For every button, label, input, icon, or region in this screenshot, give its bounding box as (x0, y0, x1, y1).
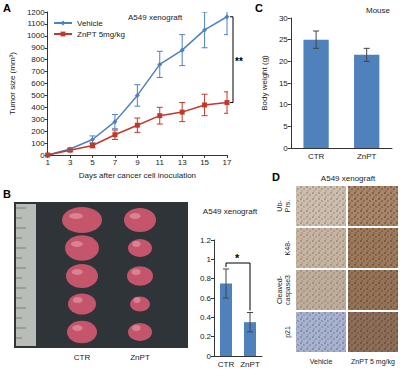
svg-text:400: 400 (31, 103, 45, 112)
svg-text:20: 20 (279, 57, 288, 66)
svg-text:1: 1 (45, 158, 50, 167)
svg-text:1100: 1100 (27, 19, 45, 28)
svg-text:Cleaved-: Cleaved- (276, 275, 283, 304)
svg-text:0.8: 0.8 (200, 274, 212, 283)
svg-text:0: 0 (40, 150, 45, 160)
svg-text:ZnPT: ZnPT (240, 360, 260, 369)
svg-text:p21: p21 (284, 326, 292, 338)
svg-text:Ub-: Ub- (276, 200, 283, 212)
svg-text:Tumor size (mm³): Tumor size (mm³) (8, 52, 17, 115)
svg-text:3: 3 (68, 158, 73, 167)
svg-text:Prs.: Prs. (284, 200, 291, 213)
svg-text:ZnPT 5mg/kg: ZnPT 5mg/kg (77, 30, 125, 39)
svg-text:500: 500 (31, 91, 45, 100)
svg-text:**: ** (235, 56, 243, 67)
svg-text:600: 600 (31, 79, 45, 88)
svg-text:13: 13 (178, 158, 187, 167)
svg-text:800: 800 (31, 55, 45, 64)
svg-text:15: 15 (200, 158, 209, 167)
svg-text:7: 7 (113, 158, 118, 167)
svg-text:10: 10 (279, 100, 288, 109)
svg-text:5: 5 (90, 158, 95, 167)
svg-text:caspase3: caspase3 (284, 275, 292, 305)
svg-text:200: 200 (31, 127, 45, 136)
svg-text:Vehicle: Vehicle (77, 19, 103, 28)
svg-text:Vehicle: Vehicle (310, 358, 333, 365)
svg-text:5: 5 (283, 122, 288, 131)
svg-text:17: 17 (223, 158, 232, 167)
svg-text:ZnPT: ZnPT (130, 353, 150, 362)
svg-text:0.6: 0.6 (200, 294, 212, 303)
svg-text:A549 xenograft: A549 xenograft (128, 13, 183, 22)
svg-text:D: D (272, 171, 280, 183)
svg-text:1.2: 1.2 (200, 236, 212, 245)
svg-text:700: 700 (31, 67, 45, 76)
svg-text:11: 11 (156, 158, 165, 167)
svg-text:*: * (235, 252, 240, 264)
svg-text:15: 15 (279, 79, 288, 88)
svg-text:30: 30 (279, 14, 288, 23)
svg-text:K48-: K48- (284, 240, 291, 255)
svg-text:Body weight (g): Body weight (g) (260, 55, 269, 111)
svg-text:25: 25 (279, 35, 288, 44)
svg-text:CTR: CTR (74, 353, 91, 362)
svg-text:A: A (3, 2, 11, 14)
svg-text:1000: 1000 (27, 31, 45, 40)
svg-text:C: C (255, 2, 263, 14)
svg-text:A549 xenograft: A549 xenograft (203, 207, 258, 216)
svg-text:0.2: 0.2 (200, 332, 212, 341)
svg-text:100: 100 (31, 139, 45, 148)
svg-text:ZnPT 5 mg/kg: ZnPT 5 mg/kg (351, 358, 395, 366)
svg-text:CTR: CTR (218, 360, 235, 369)
svg-text:A549 xenograft: A549 xenograft (321, 174, 376, 183)
svg-text:9: 9 (135, 158, 140, 167)
svg-text:900: 900 (31, 43, 45, 52)
svg-text:0.4: 0.4 (200, 313, 212, 322)
svg-text:0: 0 (283, 144, 288, 153)
svg-text:1200: 1200 (27, 8, 45, 17)
svg-text:300: 300 (31, 115, 45, 124)
svg-text:CTR: CTR (308, 152, 325, 161)
svg-text:Days after cancer cell inocula: Days after cancer cell inoculation (79, 171, 196, 180)
svg-text:ZnPT: ZnPT (357, 152, 377, 161)
svg-text:Mouse: Mouse (366, 6, 391, 15)
svg-text:0: 0 (207, 352, 212, 361)
svg-text:1: 1 (207, 255, 212, 264)
svg-text:B: B (3, 188, 11, 200)
